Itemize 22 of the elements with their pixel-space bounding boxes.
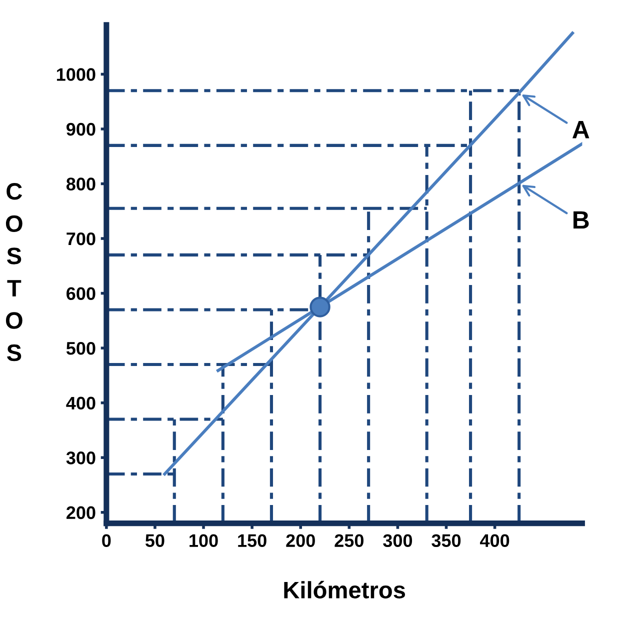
- x-tick-label: 350: [432, 534, 461, 548]
- y-tick-label: 700: [66, 232, 96, 246]
- x-tick-label: 200: [286, 534, 315, 547]
- y-tick-label: 1000: [56, 68, 96, 81]
- y-tick-label: 300: [66, 452, 96, 464]
- x-tick-label: 0: [102, 534, 111, 547]
- x-tick-label: 300: [383, 534, 412, 548]
- x-tick-label: 250: [334, 534, 364, 547]
- y-tick-label: 800: [66, 178, 96, 190]
- x-tick-label: 50: [145, 534, 164, 547]
- x-tick-label: 100: [190, 534, 218, 547]
- y-tick-label: 900: [66, 122, 96, 136]
- text: A: [572, 120, 590, 138]
- y-axis-title: COSTOS: [6, 183, 22, 362]
- x-axis-title: Kilómetros: [284, 580, 405, 598]
- y-tick-label: 600: [66, 287, 96, 300]
- y-tick-label: 400: [66, 396, 96, 410]
- text: B: [574, 211, 589, 229]
- x-tick-label: 150: [238, 534, 266, 547]
- y-tick-label: 200: [66, 506, 96, 520]
- y-tick-label: 500: [66, 342, 96, 355]
- x-tick-label: 400: [480, 534, 510, 547]
